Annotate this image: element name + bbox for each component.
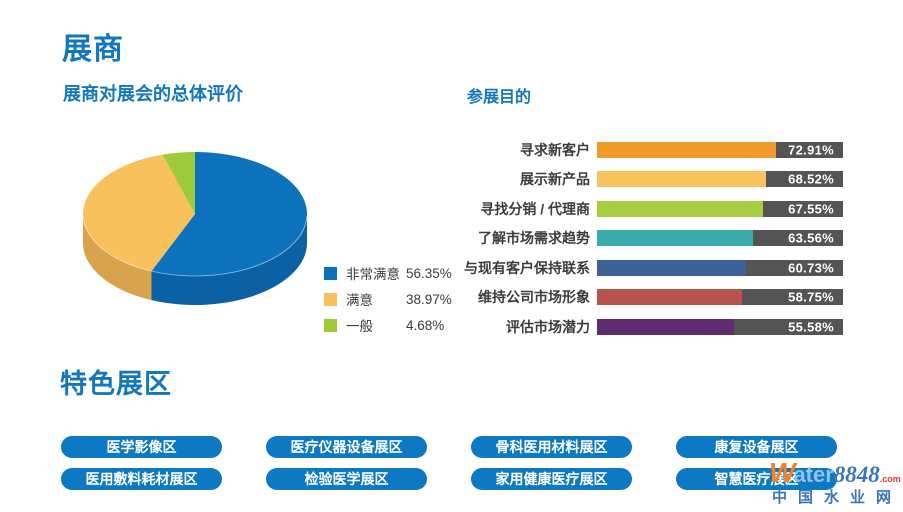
bar-track: 55.58% — [597, 318, 843, 335]
zone-button[interactable]: 智慧医疗展区 — [676, 468, 837, 490]
featured-zone-grid: 医学影像区 医疗仪器设备展区 骨科医用材料展区 康复设备展区医用敷料耗材展区 检验医学展… — [61, 436, 837, 490]
watermark-brand: Water8848.com — [769, 459, 902, 487]
pie-rim-highlight — [82, 216, 308, 277]
legend-item: 满意 38.97% — [324, 291, 452, 308]
bar-fill — [597, 200, 764, 217]
legend-label: 非常满意 — [346, 267, 400, 282]
legend-item: 一般 4.68% — [324, 317, 452, 334]
bar-fill — [597, 141, 777, 158]
watermark-brand-w: W — [769, 457, 796, 488]
satisfaction-pie-chart — [58, 134, 338, 324]
legend-swatch — [324, 266, 337, 280]
legend-item: 非常满意 56.35% — [324, 265, 452, 282]
bar-fill — [597, 259, 747, 276]
bar-value-label: 58.75% — [788, 289, 834, 305]
legend-value: 4.68% — [406, 317, 445, 333]
pie-slice-top — [151, 152, 308, 276]
featured-section-heading: 特色展区 — [60, 369, 172, 399]
bar-category-label: 展示新产品 — [520, 171, 590, 188]
bar-category-label: 寻找分销 / 代理商 — [480, 200, 590, 217]
legend-value: 56.35% — [406, 265, 452, 281]
bar-value-label: 55.58% — [788, 319, 834, 335]
legend-label: 一般 — [346, 319, 373, 334]
zone-button[interactable]: 医用敷料耗材展区 — [61, 468, 222, 490]
pie-slice-top — [83, 154, 195, 272]
bar-value-label: 68.52% — [788, 171, 834, 187]
bar-fill — [597, 230, 754, 247]
bar-fill — [597, 289, 742, 306]
bar-row: 展示新产品 68.52% — [440, 165, 850, 195]
purpose-section-heading: 参展目的 — [467, 89, 532, 106]
bar-row: 寻求新客户 72.91% — [440, 135, 850, 165]
pie-slice-side — [83, 214, 152, 301]
watermark-tagline: 中国水业网 — [772, 489, 903, 506]
bar-track: 58.75% — [597, 289, 843, 306]
purpose-bar-chart: 寻求新客户 72.91% 展示新产品 68.52% 寻找分销 / 代理商 67.55% 了解… — [440, 135, 850, 342]
bar-fill — [597, 171, 766, 188]
legend-swatch — [324, 292, 337, 306]
bar-track: 63.56% — [597, 230, 843, 247]
bar-value-label: 63.56% — [788, 230, 834, 246]
page-title: 展商 — [62, 33, 124, 66]
bar-value-label: 67.55% — [788, 201, 834, 217]
watermark-brand-tld: .com — [879, 474, 901, 484]
bar-category-label: 维持公司市场形象 — [478, 289, 590, 306]
bar-track: 67.55% — [597, 200, 843, 217]
watermark-brand-number: 8848 — [833, 462, 880, 487]
bar-row: 维持公司市场形象 58.75% — [440, 283, 850, 313]
bar-row: 寻找分销 / 代理商 67.55% — [440, 194, 850, 224]
bar-row: 了解市场需求趋势 63.56% — [440, 224, 850, 254]
zone-button[interactable]: 骨科医用材料展区 — [471, 436, 632, 458]
bar-category-label: 寻求新客户 — [520, 141, 590, 158]
zone-button[interactable]: 医学影像区 — [61, 436, 222, 458]
legend-label: 满意 — [346, 293, 373, 308]
zone-button[interactable]: 康复设备展区 — [676, 436, 837, 458]
pie-slice-top — [162, 152, 195, 214]
zone-button[interactable]: 医疗仪器设备展区 — [266, 436, 427, 458]
legend-swatch — [324, 318, 337, 332]
zone-button[interactable]: 检验医学展区 — [266, 468, 427, 490]
bar-track: 68.52% — [597, 171, 843, 188]
pie-legend: 非常满意 56.35% 满意 38.97% 一般 4.68% — [324, 266, 452, 344]
bar-category-label: 评估市场潜力 — [506, 318, 590, 335]
bar-value-label: 72.91% — [788, 142, 834, 158]
pie-slice-side — [151, 214, 307, 305]
satisfaction-section-heading: 展商对展会的总体评价 — [63, 84, 243, 104]
bar-category-label: 与现有客户保持联系 — [464, 259, 590, 276]
zone-button[interactable]: 家用健康医疗展区 — [471, 468, 632, 490]
watermark: Water8848.com 中国水业网 — [769, 459, 903, 506]
bar-category-label: 了解市场需求趋势 — [478, 230, 590, 247]
watermark-brand-ater: ater — [793, 462, 834, 487]
bar-row: 评估市场潜力 55.58% — [440, 312, 850, 342]
bar-fill — [597, 318, 734, 335]
pie-3d-svg — [82, 152, 308, 305]
bar-track: 72.91% — [597, 141, 843, 158]
bar-value-label: 60.73% — [788, 260, 834, 276]
bar-track: 60.73% — [597, 259, 843, 276]
bar-row: 与现有客户保持联系 60.73% — [440, 253, 850, 283]
legend-value: 38.97% — [406, 291, 452, 307]
